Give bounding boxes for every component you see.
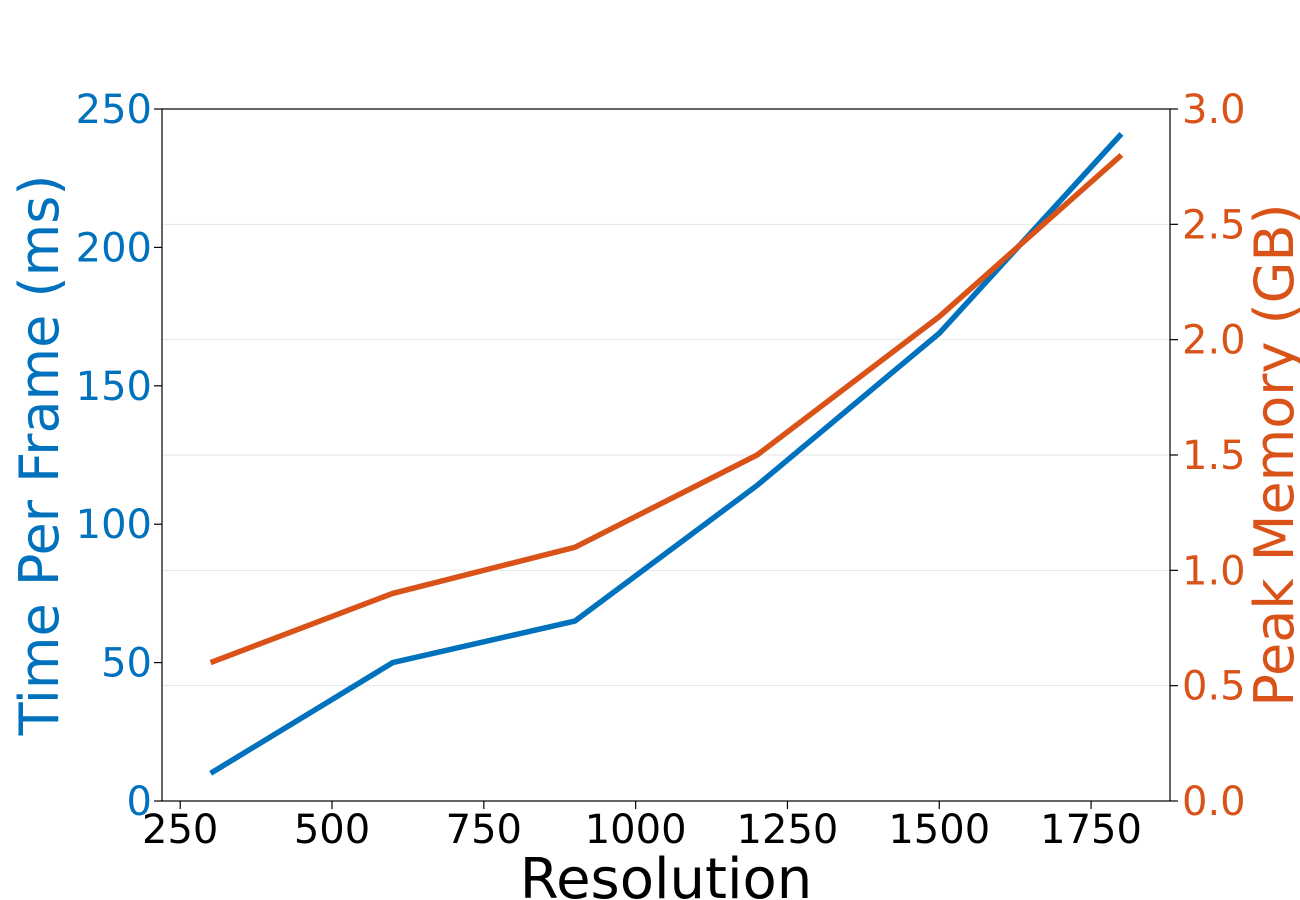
y-right-tick-label: 1.5 [1182,433,1246,479]
time-per-frame-line [209,132,1124,776]
y-left-tick-label: 0 [127,779,152,825]
x-tick-label: 500 [294,807,370,853]
x-axis-label: Resolution [520,847,813,900]
y-left-tick-label: 200 [76,225,152,271]
y-right-tick-label: 0.5 [1182,664,1246,710]
y-axis-right-label: Peak Memory (GB) [1243,203,1300,706]
y-right-tick-label: 3.0 [1182,87,1246,133]
x-tick-label: 750 [446,807,522,853]
x-tick-label: 250 [142,807,218,853]
y-left-tick-label: 150 [76,364,152,410]
x-tick-label: 1000 [585,807,687,853]
y-left-tick-label: 100 [76,502,152,548]
y-right-tick-label: 2.5 [1182,202,1246,248]
x-tick-label: 1500 [888,807,990,853]
gridlines [162,223,1170,687]
y-right-tick-label: 2.0 [1182,318,1246,364]
y-right-tick-label: 0.0 [1182,779,1246,825]
y-axis-right: 0.0 0.5 1.0 1.5 2.0 2.5 3.0 [1170,87,1246,825]
series-lines [209,132,1124,776]
y-axis-left-label: Time Per Frame (ms) [8,175,71,737]
x-axis: 250 500 750 1000 1250 1500 1750 [142,801,1142,853]
y-left-tick-label: 50 [101,641,152,687]
peak-memory-line [209,153,1124,666]
y-axis-left: 0 50 100 150 200 250 [76,87,162,825]
x-tick-label: 1750 [1040,807,1142,853]
y-right-tick-label: 1.0 [1182,548,1246,594]
y-left-tick-label: 250 [76,87,152,133]
x-tick-label: 1250 [737,807,839,853]
